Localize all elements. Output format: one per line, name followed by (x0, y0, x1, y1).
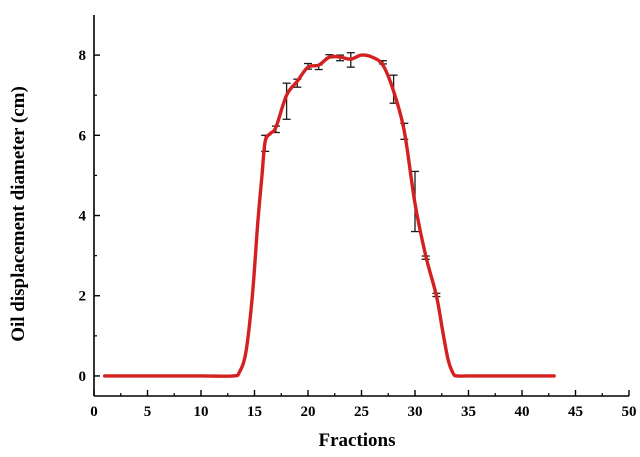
x-tick-label: 15 (247, 404, 262, 420)
y-tick-label: 2 (79, 289, 87, 305)
x-tick-label: 40 (515, 404, 530, 420)
x-tick-label: 35 (461, 404, 476, 420)
x-tick-label: 10 (194, 404, 209, 420)
x-tick-label: 25 (354, 404, 369, 420)
y-axis-title: Oil displacement diameter (cm) (8, 86, 29, 342)
x-axis-title: Fractions (318, 430, 395, 451)
x-tick-label: 50 (622, 404, 637, 420)
y-tick-label: 4 (79, 209, 87, 225)
error-bars (261, 52, 441, 298)
y-tick-label: 8 (79, 48, 87, 64)
y-tick-label: 6 (79, 128, 87, 144)
x-tick-label: 5 (144, 404, 152, 420)
x-tick-label: 30 (408, 404, 423, 420)
x-tick-label: 20 (301, 404, 316, 420)
y-tick-label: 0 (79, 369, 87, 385)
x-tick-label: 0 (90, 404, 98, 420)
axes: 0 5 10 15 20 25 30 35 40 45 50 0 2 4 6 8 (79, 15, 637, 420)
data-curve-layer (103, 53, 556, 378)
error-bar (282, 82, 291, 120)
data-curve (103, 53, 556, 378)
x-tick-label: 45 (568, 404, 583, 420)
